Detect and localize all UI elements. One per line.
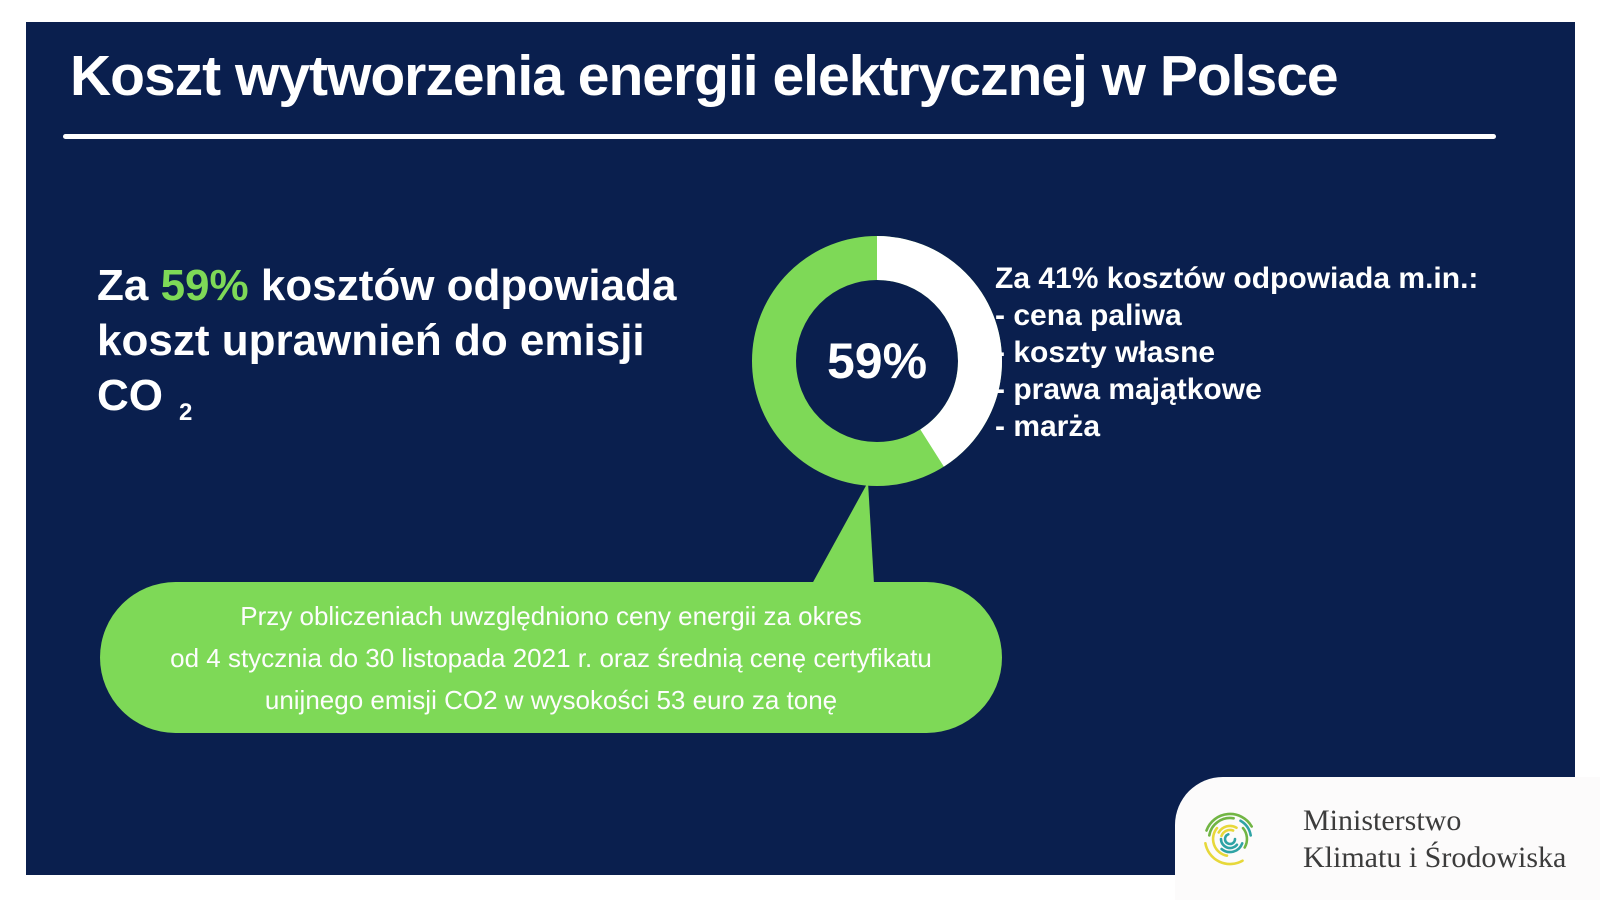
list-item-koszty-wlasne: - koszty własne	[995, 336, 1216, 369]
left-statement-suffix: kosztów odpowiada	[248, 261, 677, 310]
footnote-line-2: od 4 stycznia do 30 listopada 2021 r. or…	[170, 642, 932, 673]
ministry-logo-line2: Klimatu i Środowiska	[1303, 841, 1567, 874]
left-statement-highlight-59: 59%	[160, 261, 249, 310]
ministry-logo-swirl-icon	[1204, 812, 1253, 866]
title-underline	[63, 134, 1496, 139]
right-statement-list: - cena paliwa - koszty własne - prawa ma…	[995, 297, 1555, 445]
footnote-bubble: Przy obliczeniach uwzględniono ceny ener…	[100, 582, 1002, 733]
ministry-logo-line1: Ministerstwo	[1303, 804, 1462, 837]
list-item-prawa-majatkowe: - prawa majątkowe	[995, 373, 1262, 406]
footnote-line-1: Przy obliczeniach uwzględniono ceny ener…	[240, 600, 862, 631]
left-statement-line2: koszt uprawnień do emisji	[97, 316, 645, 365]
co2-subscript: 2	[179, 399, 193, 426]
ministry-logo-text: Ministerstwo Klimatu i Środowiska	[1303, 802, 1566, 876]
speech-bubble-tail	[806, 480, 876, 586]
footnote-line-3: unijnego emisji CO2 w wysokości 53 euro …	[264, 684, 838, 715]
donut-arc-remainder	[752, 236, 1002, 486]
right-statement-header: Za 41% kosztów odpowiada m.in.:	[995, 262, 1479, 295]
donut-center-label: 59%	[827, 333, 927, 389]
list-item-marza: - marża	[995, 410, 1101, 443]
page-title: Koszt wytworzenia energii elektrycznej w…	[70, 44, 1339, 108]
list-item-cena-paliwa: - cena paliwa	[995, 299, 1182, 332]
left-statement-co: CO	[97, 371, 163, 420]
donut-chart: 59%	[752, 236, 1002, 486]
donut-chart-svg: 59%	[752, 236, 1002, 486]
left-statement-prefix: Za	[97, 261, 161, 310]
speech-bubble-tail-svg	[812, 482, 874, 584]
right-statement: Za 41% kosztów odpowiada m.in.: - cena p…	[995, 260, 1555, 445]
left-statement: Za 59% kosztów odpowiada koszt uprawnień…	[97, 258, 777, 430]
ministry-logo-box: Ministerstwo Klimatu i Środowiska	[1175, 777, 1600, 900]
tail-polygon	[812, 482, 874, 584]
